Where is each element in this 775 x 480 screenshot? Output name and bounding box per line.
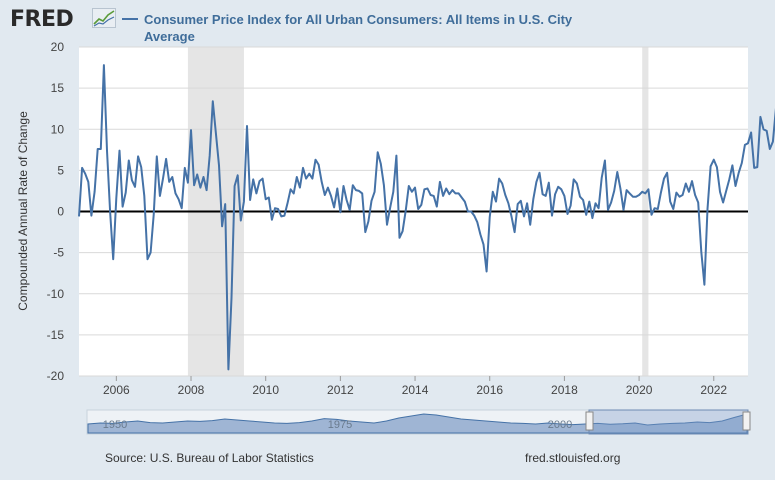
x-tick-label: 2010 <box>252 383 279 397</box>
navigator-label: 1950 <box>103 419 127 431</box>
navigator-labels: 1950 1975 2000 <box>103 419 572 431</box>
y-tick-label: -15 <box>47 328 65 342</box>
x-tick-marks <box>115 376 715 381</box>
y-tick-labels: -20 -15 -10 -5 0 5 10 15 20 <box>47 40 65 383</box>
y-tick-label: -20 <box>47 369 65 383</box>
x-tick-label: 2014 <box>402 383 429 397</box>
navigator-selection[interactable] <box>588 409 749 435</box>
x-tick-label: 2018 <box>551 383 578 397</box>
y-tick-label: -10 <box>47 287 65 301</box>
source-note: Source: U.S. Bureau of Labor Statistics <box>105 451 314 465</box>
navigator[interactable]: 1950 1975 2000 <box>86 409 751 435</box>
x-tick-labels: 2006 2008 2010 2012 2014 2016 2018 2020 2022 <box>103 383 727 397</box>
y-tick-label: 0 <box>57 205 64 219</box>
y-tick-label: -5 <box>53 246 64 260</box>
navigator-series <box>87 413 748 434</box>
chart-line-icon <box>92 8 116 28</box>
navigator-handle-left[interactable] <box>585 411 594 431</box>
y-tick-label: 20 <box>51 40 65 54</box>
series-line[interactable] <box>78 64 775 371</box>
chart: -20 -15 -10 -5 0 5 10 15 20 2006 2008 2010 2012 2014… <box>16 40 775 435</box>
x-tick-label: 2016 <box>476 383 503 397</box>
x-tick-label: 2008 <box>178 383 205 397</box>
navigator-label: 1975 <box>328 419 352 431</box>
legend[interactable]: Consumer Price Index for All Urban Consu… <box>122 11 592 45</box>
y-tick-label: 15 <box>51 81 65 95</box>
x-tick-label: 2022 <box>700 383 727 397</box>
y-tick-label: 5 <box>57 163 64 177</box>
legend-series-name: Consumer Price Index for All Urban Consu… <box>144 12 573 44</box>
navigator-handle-right[interactable] <box>742 411 751 431</box>
y-axis-label: Compounded Annual Rate of Change <box>16 111 30 311</box>
site-link[interactable]: fred.stlouisfed.org <box>525 451 621 465</box>
chart-header: FRED Consumer Price Index for All Urban … <box>0 0 775 46</box>
y-tick-label: 10 <box>51 122 65 136</box>
x-tick-label: 2006 <box>103 383 130 397</box>
x-tick-label: 2020 <box>626 383 653 397</box>
fred-logo[interactable]: FRED <box>10 7 74 32</box>
legend-swatch <box>122 18 138 20</box>
navigator-label: 2000 <box>548 419 572 431</box>
x-tick-label: 2012 <box>327 383 354 397</box>
